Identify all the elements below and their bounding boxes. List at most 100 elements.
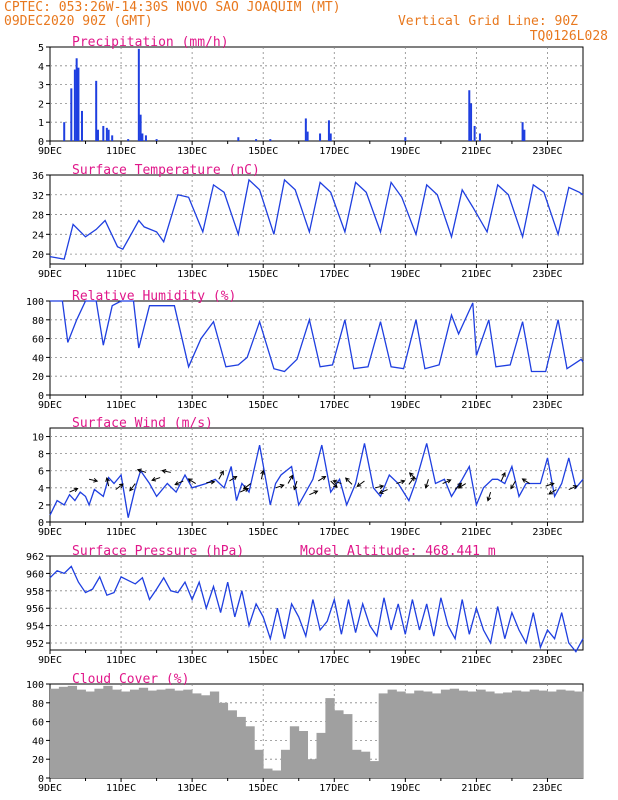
wind-arrow — [548, 489, 557, 495]
precip-bar — [237, 137, 240, 141]
precip-bar — [155, 139, 158, 141]
x-tick-label: 23DEC — [532, 400, 562, 411]
x-tick-label: 11DEC — [106, 527, 136, 538]
precip-bar — [80, 110, 83, 141]
wind-arrow-head — [105, 476, 110, 483]
wind-arrow — [454, 482, 462, 490]
x-tick-label: 17DEC — [319, 783, 349, 794]
y-tick-label: 40 — [32, 353, 44, 364]
cloud-bar — [334, 710, 344, 778]
chart-header: CPTEC: 053:26W-14:30S NOVO SAO JOAQUIM (… — [0, 0, 618, 46]
cloud-bar — [387, 689, 397, 778]
cloud-bar — [511, 690, 522, 778]
wind-arrow — [500, 472, 506, 482]
wind-arrow — [568, 485, 578, 490]
precip-bar — [404, 137, 407, 141]
wind-arrow-head — [118, 483, 124, 488]
precip-bar — [141, 133, 144, 141]
x-tick-label: 13DEC — [177, 269, 207, 280]
wind-arrow-head — [288, 474, 294, 480]
x-tick-label: 21DEC — [461, 269, 491, 280]
panel-temp: 9DEC 11DEC 13DEC 15DEC 17DEC 19DEC 21DEC 23DEC 2… — [32, 163, 584, 280]
x-tick-label: 9DEC — [38, 146, 62, 157]
wind-arrow-head — [378, 489, 384, 494]
wind-arrow — [409, 472, 417, 480]
cloud-bar — [520, 691, 531, 778]
x-tick-label: 21DEC — [461, 146, 491, 157]
x-tick-label: 11DEC — [106, 400, 136, 411]
x-tick-label: 21DEC — [461, 400, 491, 411]
y-tick-label: 3 — [38, 81, 44, 92]
y-tick-label: 0 — [38, 137, 44, 148]
y-tick-label: 10 — [32, 433, 44, 444]
wind-arrow-head — [129, 486, 134, 492]
precip-bar — [95, 80, 98, 141]
wind-arrow-head — [332, 479, 338, 485]
cloud-bar — [218, 702, 229, 778]
cloud-bar — [414, 690, 424, 778]
panel-rh: 9DEC 11DEC 13DEC 15DEC 17DEC 19DEC 21DEC 23DEC 0… — [26, 289, 584, 411]
precip-bar — [329, 133, 332, 141]
cloud-bar — [503, 692, 513, 778]
precip-bar — [63, 122, 66, 141]
y-tick-label: 80 — [32, 316, 44, 327]
cloud-bar — [103, 685, 113, 778]
wind-arrow — [375, 485, 384, 489]
cloud-bar — [209, 691, 220, 778]
precip-bar — [327, 120, 330, 141]
x-tick-label: 13DEC — [177, 783, 207, 794]
precip-bar — [521, 122, 524, 141]
cloud-bar — [423, 691, 433, 778]
panel-precip: 9DEC 11DEC 13DEC 15DEC 17DEC 19DEC 21DEC 23DEC 0… — [38, 35, 584, 157]
wind-arrow-head — [548, 490, 554, 495]
cloud-bar — [272, 770, 282, 778]
wind-arrow — [275, 484, 284, 489]
y-tick-label: 20 — [32, 250, 44, 261]
panel-pres: 9DEC 11DEC 13DEC 15DEC 17DEC 19DEC 21DEC 23DEC 9… — [26, 544, 584, 666]
y-tick-label: 2 — [38, 99, 44, 110]
cloud-bar — [147, 690, 157, 778]
wind-arrow — [229, 476, 237, 482]
wind-arrow-head — [572, 485, 578, 490]
precip-bar — [473, 125, 476, 141]
cloud-bar — [67, 685, 78, 778]
rh-line — [50, 300, 584, 373]
wind-arrow-head — [187, 478, 193, 483]
wind-arrow — [174, 480, 184, 486]
y-tick-label: 0 — [38, 391, 44, 402]
precip-bar — [304, 118, 307, 141]
precip-bar — [139, 114, 142, 141]
x-tick-label: 17DEC — [319, 146, 349, 157]
wind-arrow-head — [333, 483, 338, 489]
wind-arrow-head — [457, 482, 463, 488]
wind-arrow-head — [424, 483, 429, 489]
wind-arrow-head — [486, 496, 492, 502]
cloud-bar — [121, 691, 131, 778]
wind-arrow-head — [279, 483, 285, 489]
cloud-bar — [325, 698, 335, 778]
x-tick-label: 17DEC — [319, 400, 349, 411]
wind-arrow — [115, 483, 124, 490]
wind-arrow — [408, 476, 415, 485]
cloud-bar — [254, 749, 264, 778]
x-tick-label: 13DEC — [177, 146, 207, 157]
y-tick-label: 954 — [26, 622, 44, 633]
wind-arrow-head — [260, 469, 265, 475]
precip-bar — [77, 67, 80, 141]
cloud-bar — [112, 689, 122, 778]
wind-arrow — [287, 475, 294, 484]
y-tick-label: 40 — [32, 736, 44, 747]
cloud-bar — [183, 689, 193, 778]
y-tick-label: 20 — [32, 755, 44, 766]
x-tick-label: 17DEC — [319, 269, 349, 280]
x-tick-label: 11DEC — [106, 655, 136, 666]
wind-arrow — [129, 483, 136, 492]
x-tick-label: 23DEC — [532, 269, 562, 280]
wind-arrow-head — [93, 478, 99, 483]
wind-arrow — [425, 479, 429, 488]
x-tick-label: 23DEC — [532, 655, 562, 666]
cloud-bar — [85, 691, 95, 778]
wind-arrow — [162, 470, 171, 473]
cloud-bar — [565, 690, 575, 778]
y-tick-label: 4 — [38, 484, 44, 495]
